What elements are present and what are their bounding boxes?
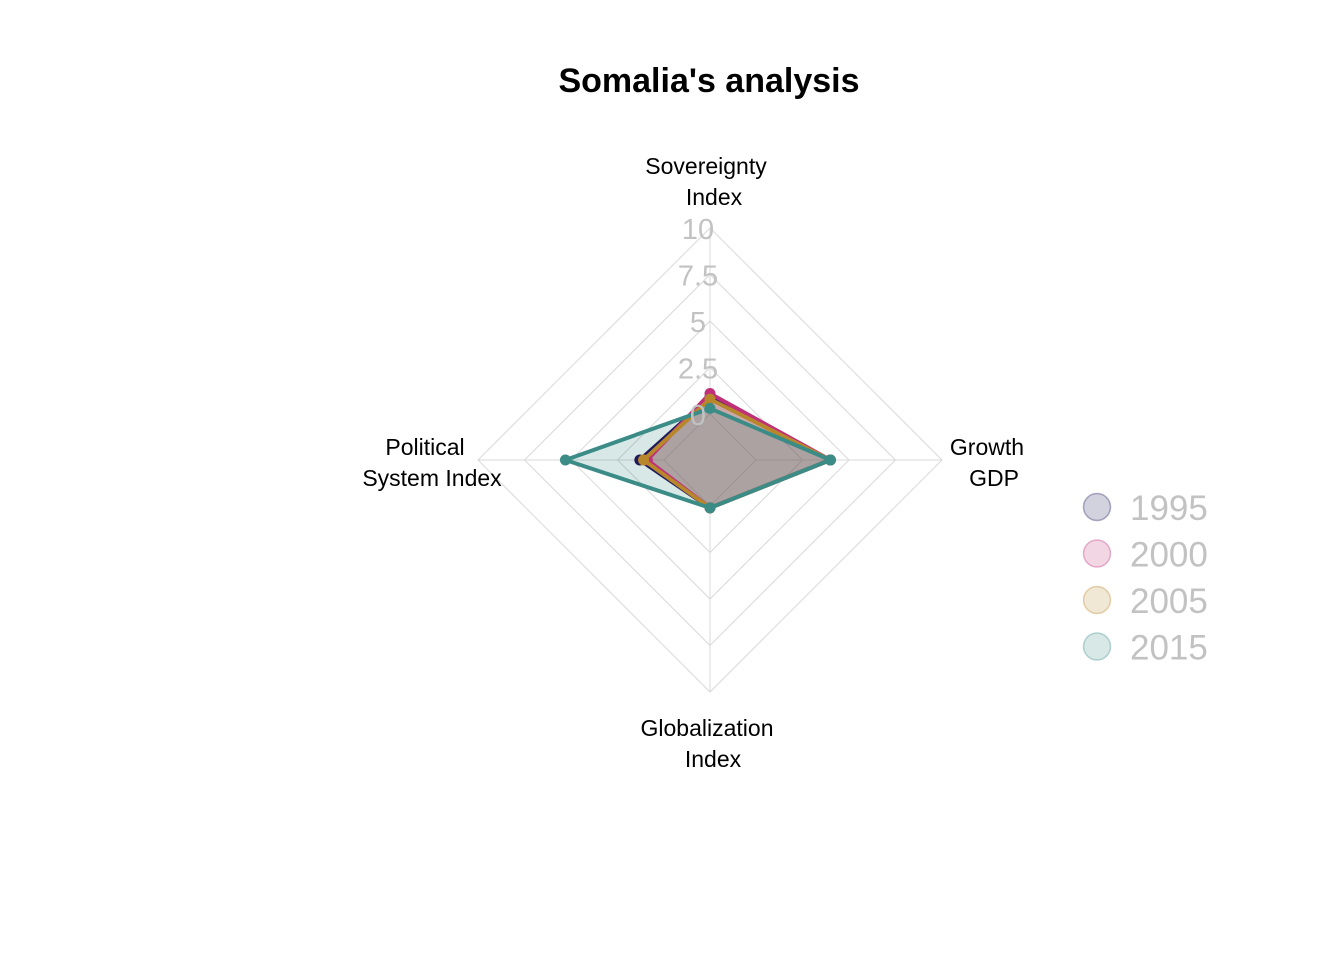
series-area-2000 — [647, 393, 831, 508]
axis-label-3-line-0: Political — [385, 434, 464, 460]
tick-label-2: 5 — [690, 307, 706, 339]
radar-tick-labels: 0 2.5 5 7.5 10 — [678, 214, 718, 432]
legend-label-2015: 2015 — [1130, 629, 1208, 668]
axis-label-2-line-1: Index — [685, 746, 742, 772]
legend-label-2005: 2005 — [1130, 582, 1208, 621]
series-point-2015-1 — [824, 454, 836, 466]
axis-label-0-line-0: Sovereignty — [645, 153, 767, 179]
legend-label-1995: 1995 — [1130, 489, 1208, 528]
series-point-2005-3 — [638, 454, 650, 466]
tick-label-0: 0 — [690, 400, 706, 432]
axis-label-0-line-1: Index — [686, 184, 743, 210]
radar-series — [559, 388, 836, 514]
series-area-2005 — [643, 399, 831, 508]
axis-label-1-line-1: GDP — [969, 465, 1019, 491]
series-point-2015-2 — [704, 502, 716, 514]
chart-title: Somalia's analysis — [558, 62, 859, 100]
axis-label-3-line-1: System Index — [362, 465, 502, 491]
tick-label-1: 2.5 — [678, 354, 718, 386]
legend-swatch-2015 — [1082, 632, 1112, 661]
legend-swatch-1995 — [1082, 492, 1112, 522]
axis-label-2-line-0: Globalization — [641, 715, 774, 741]
legend-label-2000: 2000 — [1130, 536, 1208, 575]
legend-swatch-2005 — [1082, 585, 1112, 615]
tick-label-3: 7.5 — [678, 261, 718, 293]
series-point-2015-3 — [559, 454, 571, 466]
series-area-1995 — [639, 397, 831, 508]
series-point-2005-0 — [704, 393, 716, 405]
legend: 1995 2000 2005 2015 — [1082, 489, 1208, 668]
axis-label-1-line-0: Growth — [950, 434, 1024, 460]
tick-label-4: 10 — [682, 214, 714, 246]
legend-swatch-2000 — [1082, 539, 1112, 568]
radar-axis-labels: Sovereignty Index Growth GDP Globalization In… — [362, 153, 1024, 772]
series-point-2015-0 — [704, 402, 716, 414]
